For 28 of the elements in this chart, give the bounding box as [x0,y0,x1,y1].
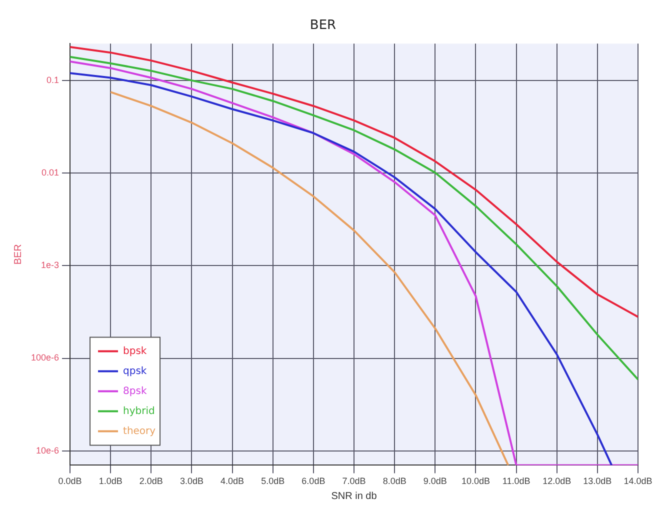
x-tick-label: 0.0dB [58,476,82,486]
y-axis-title: BER [12,244,24,265]
x-tick-label: 8.0dB [382,476,406,486]
y-tick-label: 100e-6 [30,352,60,363]
x-tick-label: 4.0dB [220,476,244,486]
y-tick-label: 0.1 [46,74,60,85]
x-tick-label: 10.0dB [461,476,490,486]
y-tick-label: 10e-6 [36,445,60,456]
legend-label: theory [123,426,156,437]
x-tick-label: 2.0dB [139,476,163,486]
x-tick-label: 7.0dB [342,476,366,486]
legend-label: hybrid [123,406,155,417]
y-tick-label: 1e-3 [41,260,60,270]
x-tick-label: 3.0dB [180,476,204,486]
x-tick-label: 13.0dB [583,476,612,486]
legend-label: qpsk [123,366,147,377]
x-tick-label: 9.0dB [423,476,447,486]
legend-label: bpsk [123,346,147,357]
x-tick-label: 1.0dB [98,476,122,486]
y-tick-label: 0.01 [41,168,60,178]
chart-title: BER [310,18,336,34]
x-tick-label: 11.0dB [502,476,530,486]
x-tick-label: 12.0dB [542,476,572,486]
x-tick-label: 14.0dB [624,476,652,486]
legend-label: 8psk [123,386,147,397]
x-axis-title: SNR in db [331,490,378,502]
x-tick-label: 5.0dB [261,476,285,486]
x-tick-label: 6.0dB [302,476,326,486]
